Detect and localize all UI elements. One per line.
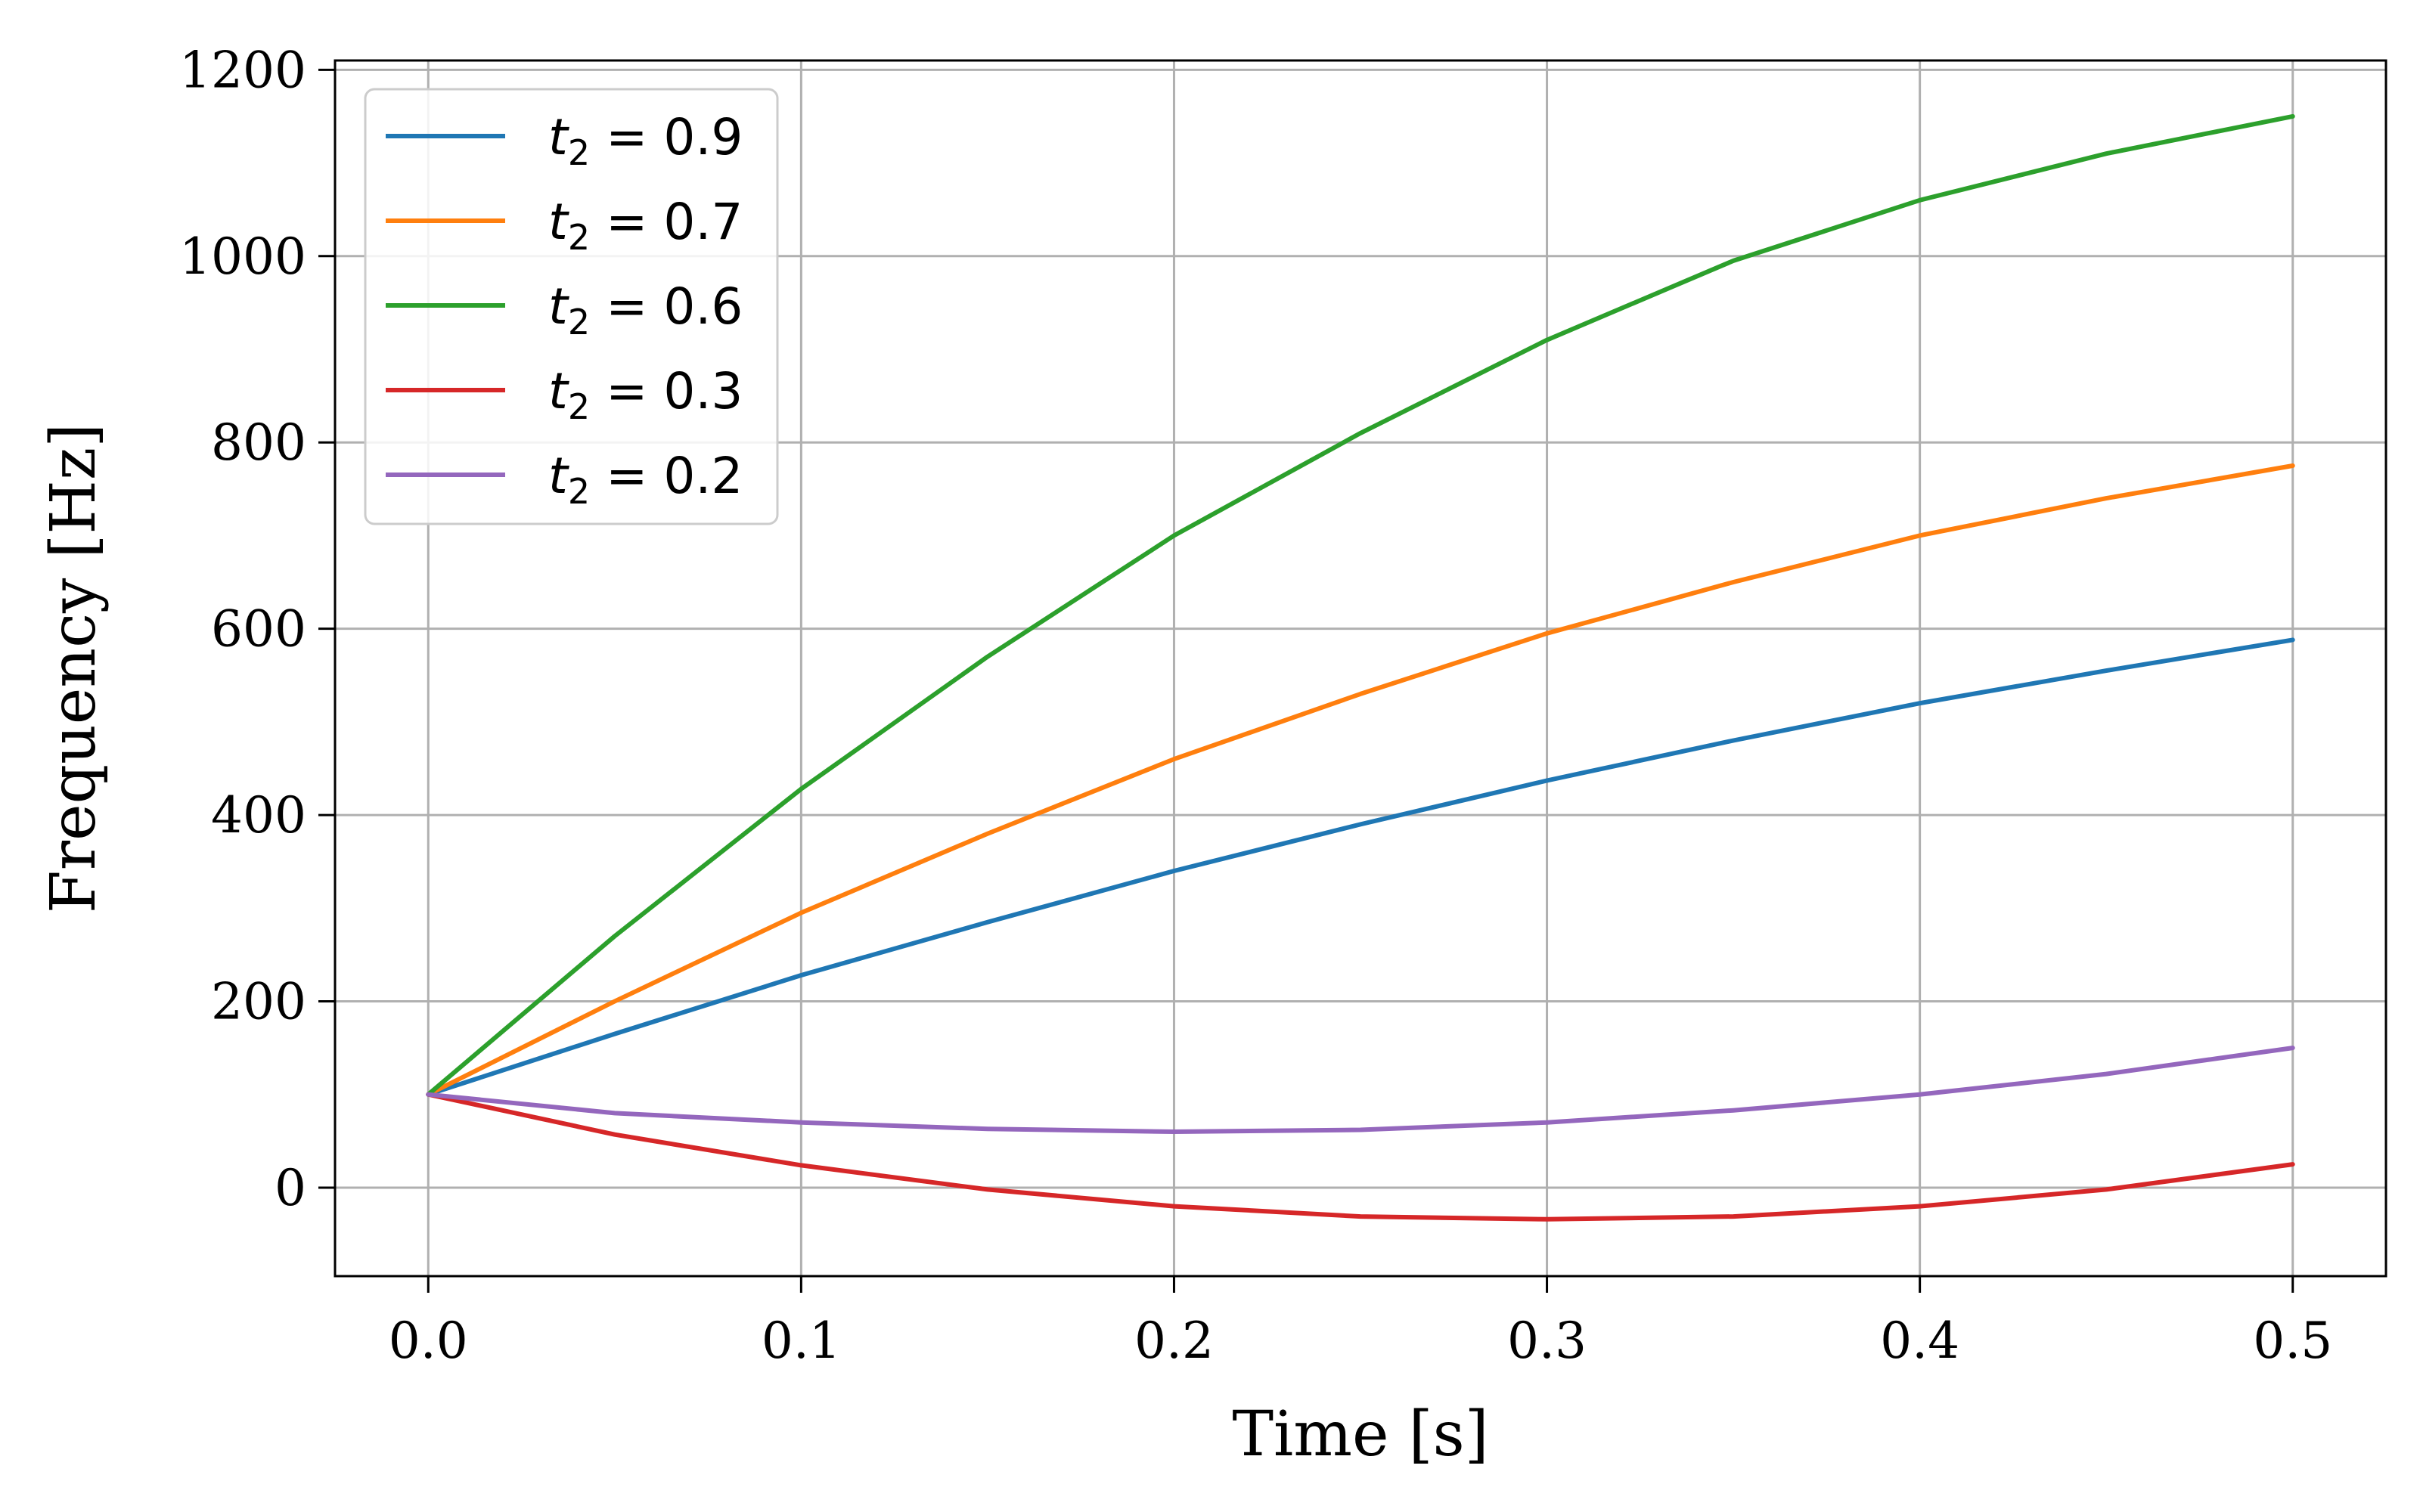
legend-label: t2 = 0.3 bbox=[548, 362, 743, 427]
series-line-3 bbox=[426, 113, 2295, 1097]
y-axis-label: Frequency [Hz] bbox=[38, 423, 110, 913]
y-tick-label: 1200 bbox=[179, 41, 306, 99]
series-line-1 bbox=[426, 637, 2295, 1097]
legend: t2 = 0.9 t2 = 0.7 t2 = 0.6 t2 = 0.3 t2 = 0.2 bbox=[364, 88, 779, 525]
x-tick-label: 0.4 bbox=[1880, 1312, 1959, 1370]
x-tick-label: 0.0 bbox=[389, 1312, 468, 1370]
y-tick-label: 1000 bbox=[179, 228, 306, 286]
x-tick-label: 0.5 bbox=[2253, 1312, 2332, 1370]
y-tick-label: 0 bbox=[275, 1159, 306, 1217]
legend-label: t2 = 0.6 bbox=[548, 277, 743, 342]
legend-label: t2 = 0.9 bbox=[548, 108, 743, 173]
y-tick-label: 800 bbox=[211, 414, 306, 472]
series-line-5 bbox=[426, 1046, 2295, 1134]
y-axis: 0 200 400 600 800 1000 1200 bbox=[179, 41, 335, 1217]
y-tick-label: 200 bbox=[211, 973, 306, 1031]
legend-label: t2 = 0.7 bbox=[548, 193, 743, 258]
x-tick-label: 0.3 bbox=[1507, 1312, 1587, 1370]
x-axis-label: Time [s] bbox=[1232, 1399, 1488, 1470]
series-line-4 bbox=[426, 1092, 2295, 1222]
x-axis: 0.0 0.1 0.2 0.3 0.4 0.5 bbox=[389, 1276, 2332, 1370]
legend-box bbox=[364, 88, 779, 525]
legend-label: t2 = 0.2 bbox=[548, 447, 743, 512]
x-tick-label: 0.1 bbox=[762, 1312, 841, 1370]
y-tick-label: 400 bbox=[211, 786, 306, 844]
series-line-2 bbox=[426, 463, 2295, 1097]
x-tick-label: 0.2 bbox=[1134, 1312, 1214, 1370]
y-tick-label: 600 bbox=[211, 600, 306, 658]
plot-frame bbox=[334, 59, 2387, 1278]
series-lines bbox=[426, 113, 2295, 1222]
